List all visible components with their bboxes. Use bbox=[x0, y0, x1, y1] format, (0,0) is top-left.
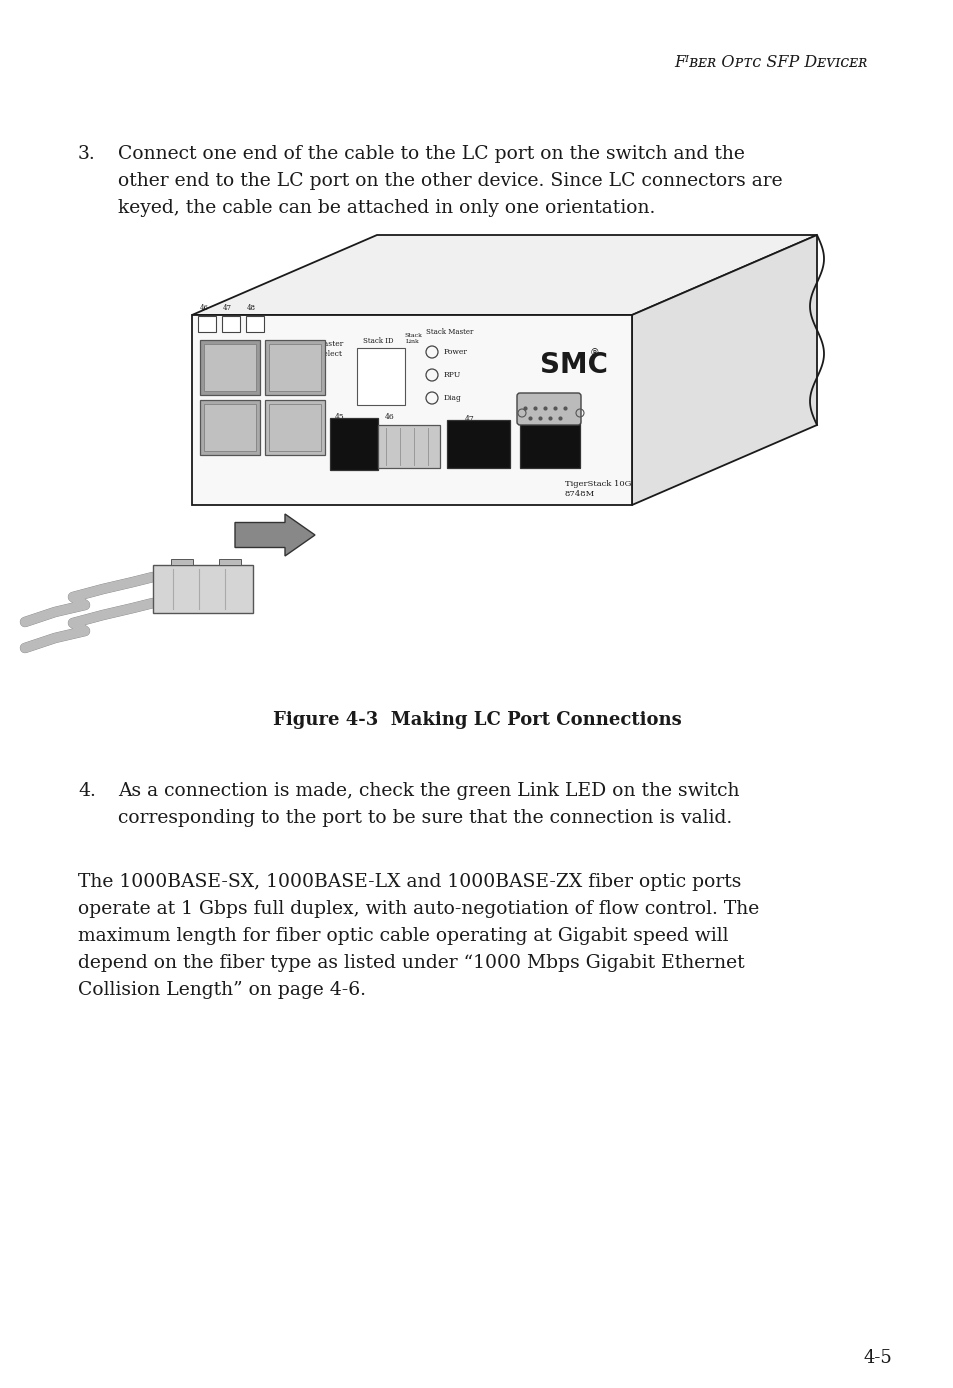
Text: Master
Select: Master Select bbox=[316, 340, 343, 358]
Text: Figure 4-3  Making LC Port Connections: Figure 4-3 Making LC Port Connections bbox=[273, 711, 680, 729]
Text: SMC: SMC bbox=[539, 351, 607, 379]
Text: 47: 47 bbox=[465, 415, 475, 423]
Text: corresponding to the port to be sure that the connection is valid.: corresponding to the port to be sure tha… bbox=[118, 809, 732, 827]
Text: Console: Console bbox=[519, 426, 550, 434]
Text: Stack Master: Stack Master bbox=[426, 328, 474, 336]
Text: TigerStack 10G: TigerStack 10G bbox=[564, 480, 631, 489]
Polygon shape bbox=[171, 559, 193, 565]
Polygon shape bbox=[265, 340, 325, 396]
Polygon shape bbox=[377, 425, 439, 468]
Text: 48: 48 bbox=[544, 415, 555, 423]
Text: Connect one end of the cable to the LC port on the switch and the: Connect one end of the cable to the LC p… bbox=[118, 144, 744, 162]
Polygon shape bbox=[222, 316, 240, 332]
Polygon shape bbox=[356, 348, 405, 405]
FancyBboxPatch shape bbox=[517, 393, 580, 425]
Text: 8748M: 8748M bbox=[564, 490, 595, 498]
Text: Power: Power bbox=[443, 348, 467, 355]
Text: 45: 45 bbox=[335, 414, 344, 421]
Text: 48: 48 bbox=[247, 304, 255, 312]
Text: Module: Module bbox=[335, 421, 358, 426]
Text: depend on the fiber type as listed under “1000 Mbps Gigabit Ethernet: depend on the fiber type as listed under… bbox=[78, 954, 744, 972]
Polygon shape bbox=[200, 400, 260, 455]
Text: 3.: 3. bbox=[78, 144, 95, 162]
Text: RPU: RPU bbox=[443, 371, 460, 379]
Text: Console: Console bbox=[456, 423, 482, 428]
Polygon shape bbox=[192, 315, 631, 505]
Polygon shape bbox=[519, 421, 579, 468]
Text: maximum length for fiber optic cable operating at Gigabit speed will: maximum length for fiber optic cable ope… bbox=[78, 927, 728, 945]
Text: 4-5: 4-5 bbox=[862, 1349, 891, 1367]
Text: Stack
Link: Stack Link bbox=[404, 333, 421, 344]
Text: As a connection is made, check the green Link LED on the switch: As a connection is made, check the green… bbox=[118, 781, 739, 799]
Text: Fᴵʙᴇʀ Oᴘᴛᴄ SFP Dᴇᴠɪᴄᴇʀ: Fᴵʙᴇʀ Oᴘᴛᴄ SFP Dᴇᴠɪᴄᴇʀ bbox=[674, 54, 867, 71]
Polygon shape bbox=[269, 344, 320, 391]
Text: Diag: Diag bbox=[443, 394, 461, 403]
Polygon shape bbox=[330, 418, 377, 471]
Text: 47: 47 bbox=[223, 304, 232, 312]
Polygon shape bbox=[204, 404, 255, 451]
Polygon shape bbox=[204, 344, 255, 391]
FancyArrow shape bbox=[234, 514, 314, 557]
Polygon shape bbox=[631, 235, 816, 505]
Polygon shape bbox=[219, 559, 241, 565]
Polygon shape bbox=[246, 316, 264, 332]
Text: The 1000BASE-SX, 1000BASE-LX and 1000BASE-ZX fiber optic ports: The 1000BASE-SX, 1000BASE-LX and 1000BAS… bbox=[78, 873, 740, 891]
Text: 4.: 4. bbox=[78, 781, 95, 799]
Polygon shape bbox=[447, 421, 510, 468]
Text: keyed, the cable can be attached in only one orientation.: keyed, the cable can be attached in only… bbox=[118, 198, 655, 217]
Polygon shape bbox=[200, 340, 260, 396]
Text: operate at 1 Gbps full duplex, with auto-negotiation of flow control. The: operate at 1 Gbps full duplex, with auto… bbox=[78, 899, 759, 917]
Text: Stack ID: Stack ID bbox=[362, 337, 393, 346]
Text: Collision Length” on page 4-6.: Collision Length” on page 4-6. bbox=[78, 981, 366, 999]
Text: 46: 46 bbox=[385, 414, 395, 421]
Text: 46: 46 bbox=[200, 304, 209, 312]
Polygon shape bbox=[152, 565, 253, 613]
Text: other end to the LC port on the other device. Since LC connectors are: other end to the LC port on the other de… bbox=[118, 172, 781, 190]
Polygon shape bbox=[265, 400, 325, 455]
Polygon shape bbox=[269, 404, 320, 451]
Text: ®: ® bbox=[589, 348, 599, 358]
Polygon shape bbox=[198, 316, 215, 332]
Polygon shape bbox=[192, 235, 816, 315]
